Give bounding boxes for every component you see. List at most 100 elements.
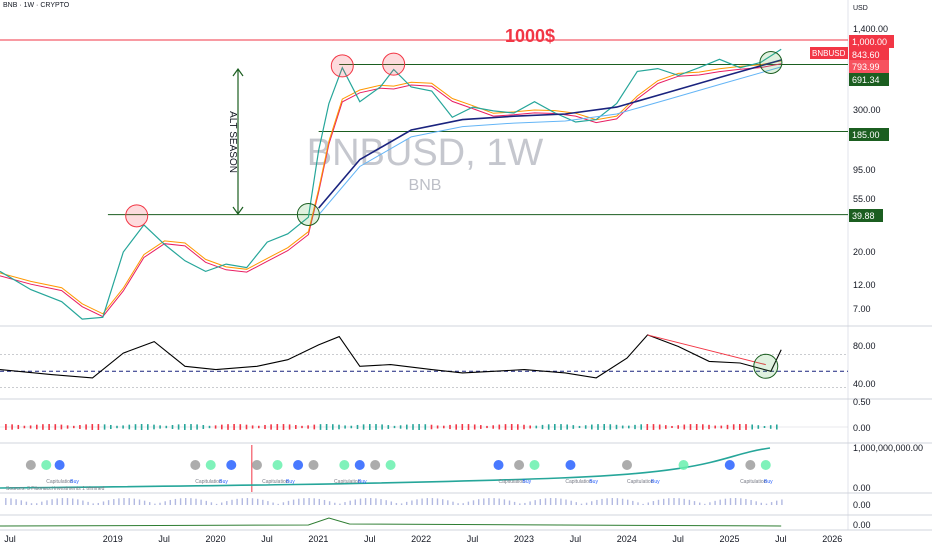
lower-bar [760, 502, 762, 505]
macd-bar [301, 425, 303, 429]
label-capitulation: Capitulation [195, 479, 222, 485]
macd-bar [769, 425, 772, 429]
signal-dot [25, 460, 36, 470]
lower-bar [699, 502, 701, 505]
price-tick: 95.00 [853, 165, 876, 175]
time-tick: Jul [467, 534, 479, 544]
macd-bar [233, 424, 235, 430]
macd-bar [319, 424, 322, 430]
macd-bar [732, 424, 735, 430]
price-tick: 1,400.00 [853, 24, 888, 34]
ma-dark-blue-line [317, 59, 782, 209]
macd-bar [17, 424, 20, 430]
macd-bar [560, 424, 562, 430]
lower-bar [400, 503, 403, 505]
lower-bar [292, 499, 295, 505]
time-tick: Jul [4, 534, 16, 544]
label-buy: Buy [286, 479, 295, 485]
lower-bar [539, 499, 541, 505]
macd-bar [165, 425, 168, 429]
lower-bar [616, 498, 619, 505]
macd-bar [362, 424, 365, 430]
macd-bar [91, 424, 94, 430]
label-buy: Buy [651, 479, 660, 485]
macd-bar [85, 424, 87, 430]
lower-bar [154, 503, 156, 505]
macd-bar [658, 424, 661, 430]
macd-bar [424, 424, 427, 430]
lower-bar [765, 503, 768, 505]
macd-bar [566, 424, 568, 430]
ma-orange-line [0, 60, 782, 315]
lower-bar [385, 500, 387, 505]
tag-ma-bg [849, 73, 889, 86]
macd-bar [128, 424, 131, 430]
macd-bar [695, 424, 698, 430]
lower-bar [262, 499, 264, 505]
rsi-line [0, 334, 782, 379]
lower-bar [344, 502, 346, 505]
label-capitulation: Capitulation [740, 479, 767, 485]
macd-bar [54, 424, 57, 430]
macd-bar [122, 425, 124, 429]
macd-bar [66, 425, 69, 429]
macd-bar [603, 424, 605, 430]
lower-bar [436, 498, 439, 505]
tag-symbol-bg [810, 47, 848, 59]
macd-bar [498, 424, 501, 430]
lower-bar [190, 498, 192, 505]
lower-bar [627, 499, 629, 505]
macd-bar [615, 424, 618, 430]
lower-bar [226, 501, 228, 505]
lower-line [0, 517, 782, 527]
lower-bar [714, 500, 716, 505]
circle-green-0 [296, 202, 320, 226]
macd-bar [751, 424, 753, 430]
lower-bar [560, 498, 562, 505]
macd-bar [436, 425, 439, 429]
macd-bar [221, 424, 223, 430]
macd-bar [375, 424, 377, 430]
lower-bar [462, 503, 464, 505]
rsi-tick: 40.00 [853, 379, 876, 389]
macd-bar [116, 425, 118, 429]
lower-bar [118, 498, 120, 505]
signal-dot [760, 460, 771, 470]
macd-bar [282, 424, 285, 430]
lower-bar [493, 498, 495, 505]
label-buy: Buy [764, 479, 773, 485]
lower-bar [185, 498, 187, 505]
signal-dot [493, 460, 504, 470]
lower-bar [478, 499, 480, 505]
macd-bar [443, 425, 445, 429]
lower-bar [334, 502, 336, 505]
tag-185-bg [849, 128, 889, 141]
signal-dot [339, 460, 350, 470]
macd-bar [621, 425, 624, 429]
price-tick: 12.00 [853, 280, 876, 290]
label-buy: Buy [523, 479, 532, 485]
lower-bar [734, 498, 737, 505]
lower-bar [524, 502, 526, 505]
lower-bar [36, 503, 38, 505]
circle-red-1 [330, 54, 354, 78]
lower-bar [318, 498, 320, 505]
signal-dot [385, 460, 396, 470]
lower-bar [87, 501, 89, 505]
lower-bar [179, 498, 182, 505]
macd-bar [628, 425, 630, 429]
macd-bar [757, 425, 760, 429]
macd-bar [683, 424, 686, 430]
signal-dot [370, 460, 381, 470]
macd-bar [467, 424, 470, 430]
time-axis-ticks[interactable]: Jul 2019 Jul 2020 Jul 2021 Jul 2022 Jul 2023 Jul 20… [4, 534, 842, 544]
macd-bar [147, 424, 149, 430]
lower-bar [632, 500, 634, 505]
tag-40-bg [849, 209, 883, 222]
lower-bar [72, 498, 74, 505]
lower-bar [15, 499, 17, 505]
lower-bar [457, 503, 459, 505]
label-capitulation: Capitulation [565, 479, 592, 485]
time-tick: Jul [775, 534, 787, 544]
